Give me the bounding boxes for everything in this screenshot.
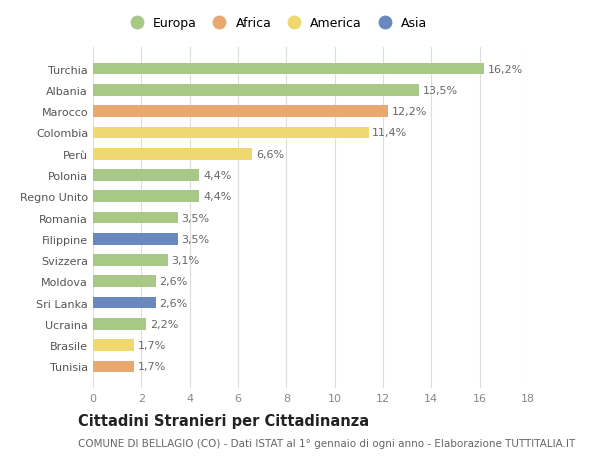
Bar [93, 85, 419, 96]
Bar [93, 127, 368, 139]
Text: COMUNE DI BELLAGIO (CO) - Dati ISTAT al 1° gennaio di ogni anno - Elaborazione T: COMUNE DI BELLAGIO (CO) - Dati ISTAT al … [78, 438, 575, 448]
Text: 3,5%: 3,5% [181, 234, 209, 244]
Text: 1,7%: 1,7% [138, 362, 166, 372]
Text: 2,2%: 2,2% [150, 319, 178, 329]
Text: 12,2%: 12,2% [391, 107, 427, 117]
Bar [93, 255, 168, 266]
Bar [93, 297, 156, 309]
Legend: Europa, Africa, America, Asia: Europa, Africa, America, Asia [124, 17, 427, 30]
Bar [93, 212, 178, 224]
Bar [93, 64, 485, 75]
Text: 4,4%: 4,4% [203, 171, 232, 180]
Text: 2,6%: 2,6% [160, 298, 188, 308]
Text: 3,1%: 3,1% [172, 256, 200, 265]
Bar [93, 340, 134, 351]
Bar [93, 234, 178, 245]
Bar [93, 149, 253, 160]
Bar [93, 276, 156, 287]
Text: 11,4%: 11,4% [372, 128, 407, 138]
Bar [93, 191, 199, 202]
Bar [93, 318, 146, 330]
Text: 2,6%: 2,6% [160, 277, 188, 287]
Text: 13,5%: 13,5% [423, 86, 458, 95]
Text: 6,6%: 6,6% [256, 149, 284, 159]
Text: 1,7%: 1,7% [138, 341, 166, 350]
Text: 4,4%: 4,4% [203, 192, 232, 202]
Text: Cittadini Stranieri per Cittadinanza: Cittadini Stranieri per Cittadinanza [78, 413, 369, 428]
Bar [93, 106, 388, 118]
Text: 16,2%: 16,2% [488, 64, 523, 74]
Bar [93, 361, 134, 372]
Bar [93, 170, 199, 181]
Text: 3,5%: 3,5% [181, 213, 209, 223]
